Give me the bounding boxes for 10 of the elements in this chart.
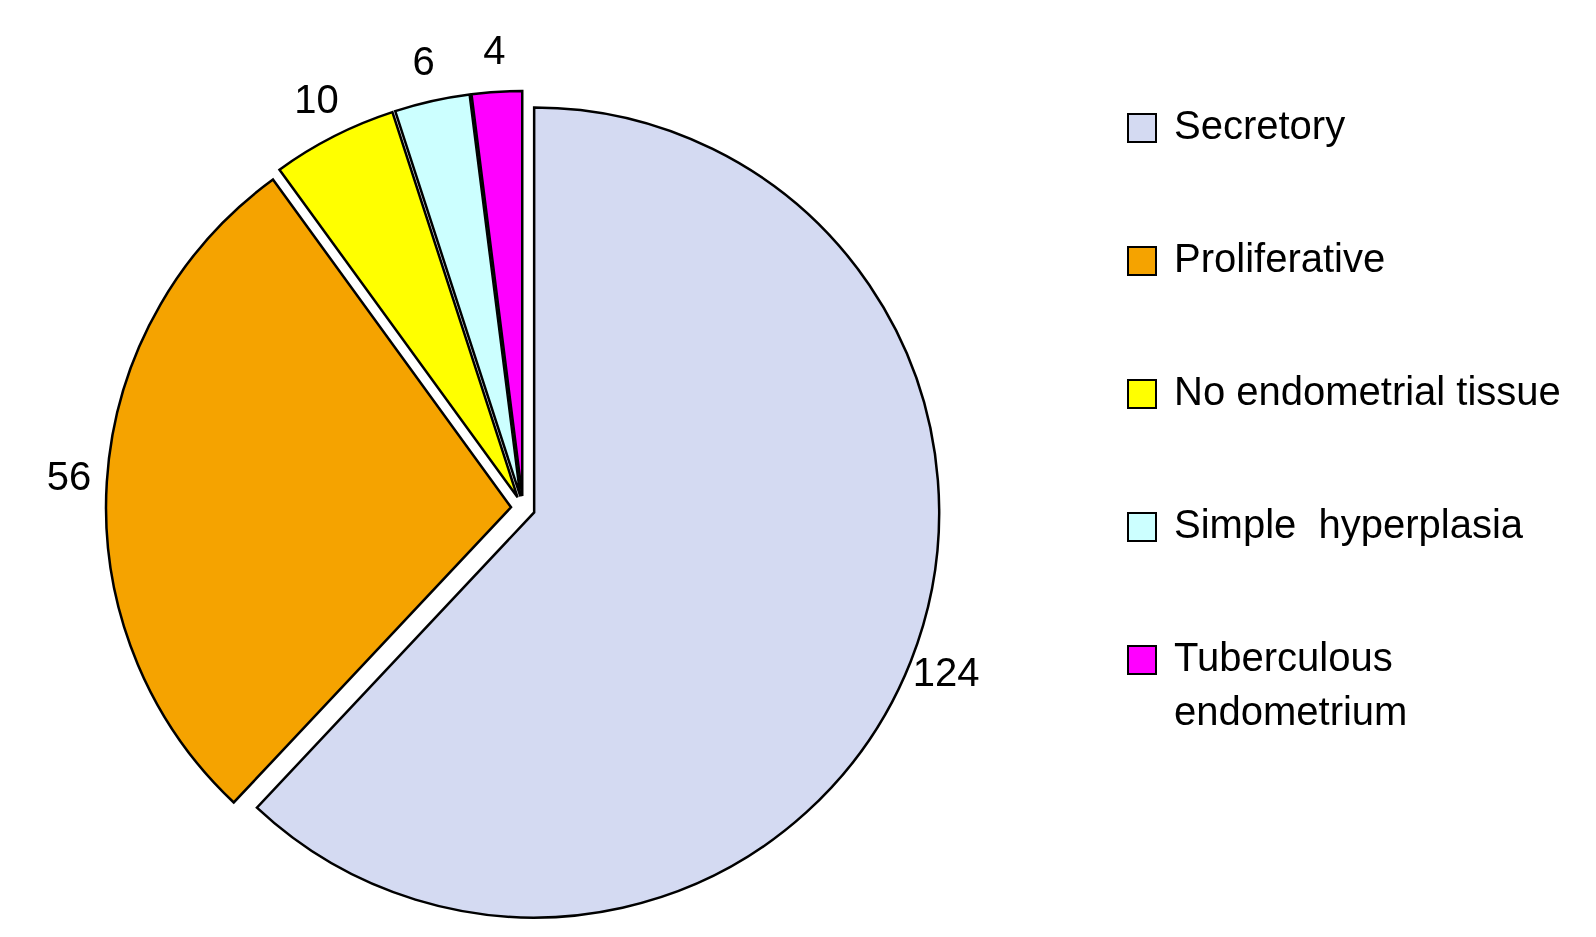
legend-label: Secretory [1174,102,1346,147]
legend-label: Proliferative [1174,235,1386,280]
data-label: 124 [912,650,980,695]
data-label: 10 [294,77,339,122]
legend-label: No endometrial tissue [1174,368,1561,413]
legend-label: Simple hyperplasia [1174,501,1524,546]
data-label: 6 [412,38,435,83]
data-label: 4 [483,28,506,73]
data-label: 56 [46,453,92,498]
legend-label: Tuberculous endometrium [1174,634,1408,733]
